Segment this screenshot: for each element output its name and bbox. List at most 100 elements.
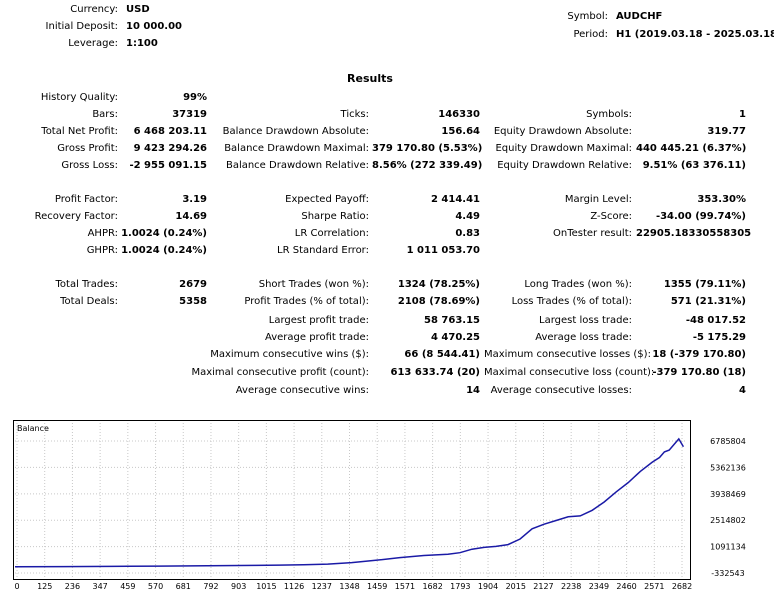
- x-tick-label: 1015: [256, 582, 276, 591]
- y-tick-label: 2514802: [710, 516, 746, 525]
- total-trades-label: Total Trades:: [55, 279, 119, 290]
- x-tick-label: 1126: [284, 582, 304, 591]
- x-tick-label: 2015: [506, 582, 526, 591]
- ticks-label: Ticks:: [340, 109, 369, 120]
- eq-dd-abs-label: Equity Drawdown Absolute:: [493, 126, 632, 137]
- avg-cons-wins-label: Average consecutive wins:: [235, 385, 369, 396]
- ghpr-label: GHPR:: [86, 245, 118, 256]
- x-tick-label: 236: [65, 582, 80, 591]
- margin-level-label: Margin Level:: [564, 194, 632, 205]
- eq-dd-rel-value: 9.51% (63 376.11): [642, 160, 746, 171]
- x-tick-label: 2571: [644, 582, 664, 591]
- y-tick-label: 3938469: [710, 490, 746, 499]
- lr-std-error-label: LR Standard Error:: [277, 245, 369, 256]
- x-tick-label: 1237: [312, 582, 332, 591]
- symbol-label: Symbol:: [567, 11, 608, 22]
- sharpe-ratio-value: 4.49: [455, 211, 480, 222]
- bars-value: 37319: [172, 109, 207, 120]
- x-tick-label: 2349: [589, 582, 609, 591]
- x-tick-label: 570: [148, 582, 163, 591]
- ahpr-value: 1.0024 (0.24%): [121, 228, 207, 239]
- x-tick-label: 1571: [395, 582, 415, 591]
- profit-trades-label: Profit Trades (% of total):: [244, 296, 369, 307]
- loss-trades-label: Loss Trades (% of total):: [511, 296, 632, 307]
- gross-profit-label: Gross Profit:: [57, 143, 118, 154]
- z-score-label: Z-Score:: [590, 211, 632, 222]
- max-cons-losses-value: 18 (-379 170.80): [652, 349, 746, 360]
- total-trades-value: 2679: [179, 279, 207, 290]
- period-label: Period:: [573, 29, 608, 40]
- x-tick-label: 903: [231, 582, 246, 591]
- net-profit-label: Total Net Profit:: [41, 126, 118, 137]
- recovery-factor-value: 14.69: [175, 211, 207, 222]
- avg-loss-value: -5 175.29: [692, 332, 746, 343]
- max-cons-wins-label: Maximum consecutive wins ($):: [210, 349, 369, 360]
- largest-loss-label: Largest loss trade:: [539, 315, 632, 326]
- largest-profit-label: Largest profit trade:: [268, 315, 369, 326]
- avg-cons-losses-value: 4: [739, 385, 746, 396]
- period-value: H1 (2019.03.18 - 2025.03.18): [616, 29, 774, 40]
- bal-dd-max-label: Balance Drawdown Maximal:: [224, 143, 369, 154]
- currency-label: Currency:: [70, 4, 118, 15]
- lr-std-error-value: 1 011 053.70: [406, 245, 480, 256]
- ahpr-label: AHPR:: [87, 228, 118, 239]
- expected-payoff-value: 2 414.41: [430, 194, 480, 205]
- maximal-cons-loss-value: -379 170.80 (18): [652, 367, 746, 378]
- eq-dd-rel-label: Equity Drawdown Relative:: [497, 160, 632, 171]
- x-tick-label: 2460: [616, 582, 636, 591]
- bal-dd-max-value: 379 170.80 (5.53%): [372, 143, 483, 154]
- eq-dd-max-value: 440 445.21 (6.37%): [636, 143, 747, 154]
- short-trades-value: 1324 (78.25%): [397, 279, 480, 290]
- max-cons-losses-label: Maximum consecutive losses ($):: [484, 349, 651, 360]
- total-deals-value: 5358: [179, 296, 207, 307]
- largest-profit-value: 58 763.15: [424, 315, 480, 326]
- x-tick-label: 1793: [450, 582, 470, 591]
- bars-label: Bars:: [92, 109, 118, 120]
- maximal-cons-profit-value: 613 633.74 (20): [390, 367, 480, 378]
- loss-trades-value: 571 (21.31%): [670, 296, 746, 307]
- short-trades-label: Short Trades (won %):: [258, 279, 369, 290]
- y-tick-label: -332543: [711, 569, 744, 578]
- results-title: Results: [347, 72, 393, 85]
- long-trades-value: 1355 (79.11%): [663, 279, 746, 290]
- bal-dd-abs-value: 156.64: [441, 126, 480, 137]
- total-deals-label: Total Deals:: [60, 296, 118, 307]
- x-tick-label: 0: [14, 582, 19, 591]
- z-score-value: -34.00 (99.74%): [655, 211, 746, 222]
- x-tick-label: 681: [176, 582, 191, 591]
- x-tick-label: 2682: [672, 582, 692, 591]
- gross-loss-label: Gross Loss:: [61, 160, 118, 171]
- x-tick-label: 1682: [422, 582, 442, 591]
- bal-dd-rel-label: Balance Drawdown Relative:: [225, 160, 369, 171]
- ticks-value: 146330: [438, 109, 480, 120]
- bal-dd-abs-label: Balance Drawdown Absolute:: [222, 126, 369, 137]
- y-tick-label: 6785804: [710, 437, 746, 446]
- leverage-value: 1:100: [126, 38, 158, 49]
- symbols-value: 1: [739, 109, 746, 120]
- x-tick-label: 347: [92, 582, 107, 591]
- x-tick-label: 2127: [533, 582, 553, 591]
- recovery-factor-label: Recovery Factor:: [34, 211, 118, 222]
- bal-dd-rel-value: 8.56% (272 339.49): [372, 160, 483, 171]
- maximal-cons-profit-label: Maximal consecutive profit (count):: [191, 367, 369, 378]
- avg-profit-value: 4 470.25: [430, 332, 480, 343]
- x-tick-label: 125: [37, 582, 52, 591]
- ghpr-value: 1.0024 (0.24%): [121, 245, 207, 256]
- profit-trades-value: 2108 (78.69%): [397, 296, 480, 307]
- leverage-label: Leverage:: [68, 38, 118, 49]
- avg-cons-losses-label: Average consecutive losses:: [490, 385, 632, 396]
- gross-profit-value: 9 423 294.26: [133, 143, 207, 154]
- largest-loss-value: -48 017.52: [685, 315, 746, 326]
- balance-chart: Balance: [13, 420, 691, 580]
- eq-dd-abs-value: 319.77: [707, 126, 746, 137]
- margin-level-value: 353.30%: [697, 194, 746, 205]
- lr-correlation-label: LR Correlation:: [294, 228, 369, 239]
- x-tick-label: 792: [203, 582, 218, 591]
- profit-factor-label: Profit Factor:: [54, 194, 118, 205]
- history-quality-label: History Quality:: [40, 92, 118, 103]
- ontester-label: OnTester result:: [552, 228, 632, 239]
- net-profit-value: 6 468 203.11: [133, 126, 207, 137]
- maximal-cons-loss-label: Maximal consecutive loss (count):: [484, 367, 655, 378]
- deposit-value: 10 000.00: [126, 21, 182, 32]
